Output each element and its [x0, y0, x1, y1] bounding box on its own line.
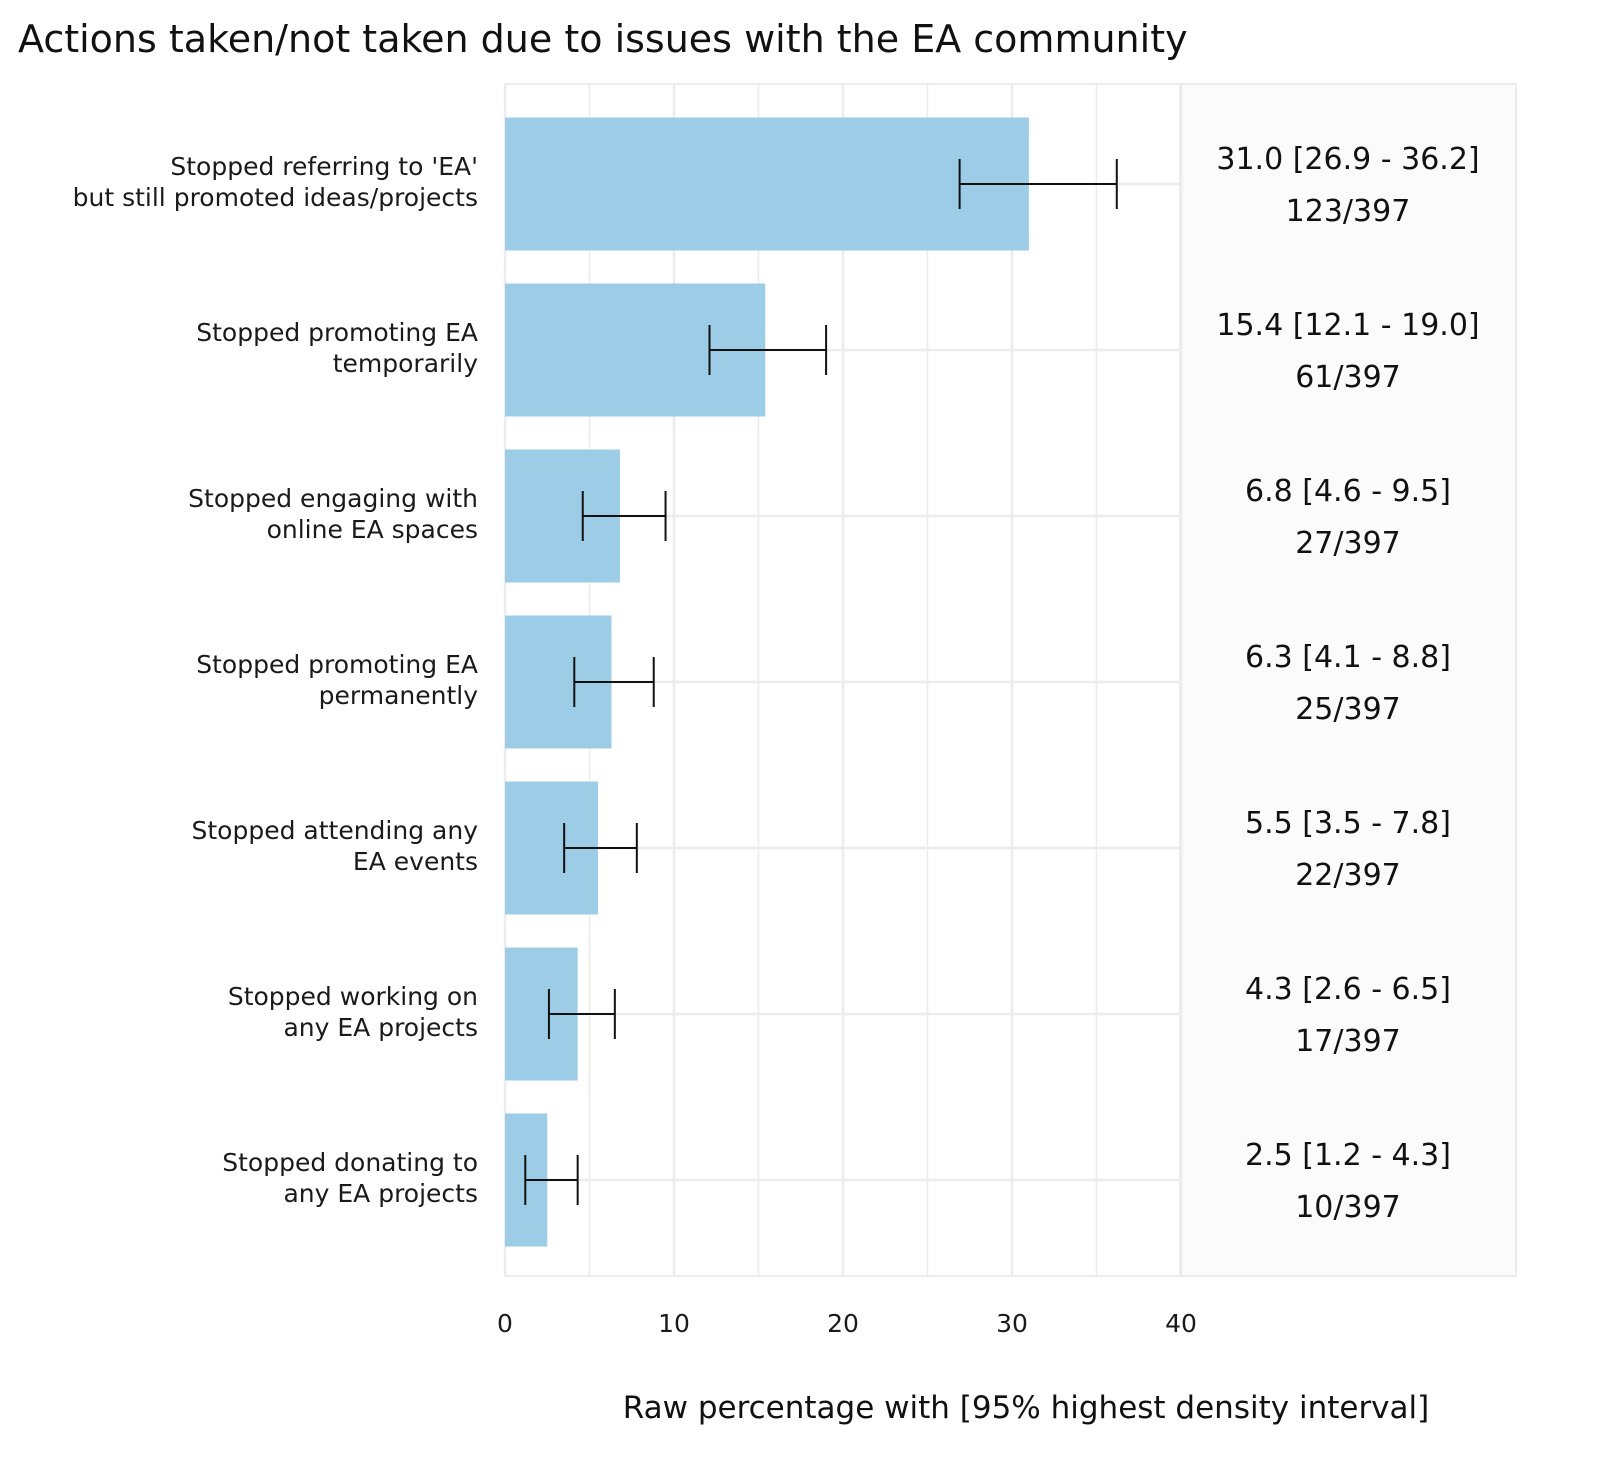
category-label-line: Stopped attending any	[192, 816, 479, 845]
value-annotations: 31.0 [26.9 - 36.2] 123/397 15.4 [12.1 - 19…	[1216, 142, 1479, 1225]
annotation-panel-bg	[1179, 83, 1517, 1277]
bar	[505, 117, 1029, 251]
category-label-line: but still promoted ideas/projects	[73, 183, 478, 212]
x-tick-label: 0	[497, 1309, 513, 1338]
value-annotation-ci: 2.5 [1.2 - 4.3]	[1245, 1138, 1451, 1173]
category-label: Stopped referring to 'EA' but still promo…	[73, 152, 478, 212]
x-tick-label: 20	[827, 1309, 859, 1338]
value-annotation-ci: 6.8 [4.6 - 9.5]	[1245, 474, 1451, 509]
value-annotation-count: 25/397	[1295, 692, 1401, 727]
value-annotation-count: 61/397	[1295, 360, 1401, 395]
category-label: Stopped promoting EA temporarily	[196, 318, 478, 378]
error-bars	[524, 159, 1118, 1205]
category-label: Stopped attending any EA events	[192, 816, 479, 876]
category-label-line: permanently	[319, 681, 479, 710]
value-annotation-count: 123/397	[1286, 194, 1411, 229]
category-label-line: Stopped working on	[228, 982, 478, 1011]
value-annotation-ci: 6.3 [4.1 - 8.8]	[1245, 640, 1451, 675]
category-label: Stopped engaging with online EA spaces	[188, 484, 478, 544]
value-annotation-count: 22/397	[1295, 858, 1401, 893]
category-label-line: any EA projects	[283, 1013, 478, 1042]
category-label-line: Stopped promoting EA	[196, 318, 478, 347]
x-tick-label: 40	[1165, 1309, 1197, 1338]
category-label: Stopped promoting EA permanently	[196, 650, 478, 710]
category-label-line: Stopped promoting EA	[196, 650, 478, 679]
value-annotation-ci: 15.4 [12.1 - 19.0]	[1216, 308, 1479, 343]
category-labels: Stopped referring to 'EA' but still promo…	[73, 152, 479, 1208]
category-label-line: any EA projects	[283, 1179, 478, 1208]
category-label-line: Stopped referring to 'EA'	[170, 152, 478, 181]
chart-title: Actions taken/not taken due to issues wi…	[18, 17, 1188, 61]
category-label-line: Stopped donating to	[222, 1148, 478, 1177]
x-tick-label: 30	[996, 1309, 1028, 1338]
value-annotation-ci: 31.0 [26.9 - 36.2]	[1216, 142, 1479, 177]
category-label: Stopped donating to any EA projects	[222, 1148, 478, 1208]
x-tick-labels: 0 10 20 30 40	[497, 1309, 1197, 1338]
bars	[505, 117, 1029, 1247]
category-label: Stopped working on any EA projects	[228, 982, 478, 1042]
category-label-line: temporarily	[333, 349, 478, 378]
value-annotation-ci: 4.3 [2.6 - 6.5]	[1245, 972, 1451, 1007]
category-label-line: EA events	[353, 847, 478, 876]
x-axis-label: Raw percentage with [95% highest density…	[623, 1390, 1429, 1426]
value-annotation-count: 10/397	[1295, 1190, 1401, 1225]
category-label-line: Stopped engaging with	[188, 484, 478, 513]
value-annotation-ci: 5.5 [3.5 - 7.8]	[1245, 806, 1451, 841]
annotation-panel	[1179, 83, 1517, 1277]
category-label-line: online EA spaces	[267, 515, 478, 544]
value-annotation-count: 27/397	[1295, 526, 1401, 561]
x-tick-label: 10	[658, 1309, 690, 1338]
value-annotation-count: 17/397	[1295, 1024, 1401, 1059]
